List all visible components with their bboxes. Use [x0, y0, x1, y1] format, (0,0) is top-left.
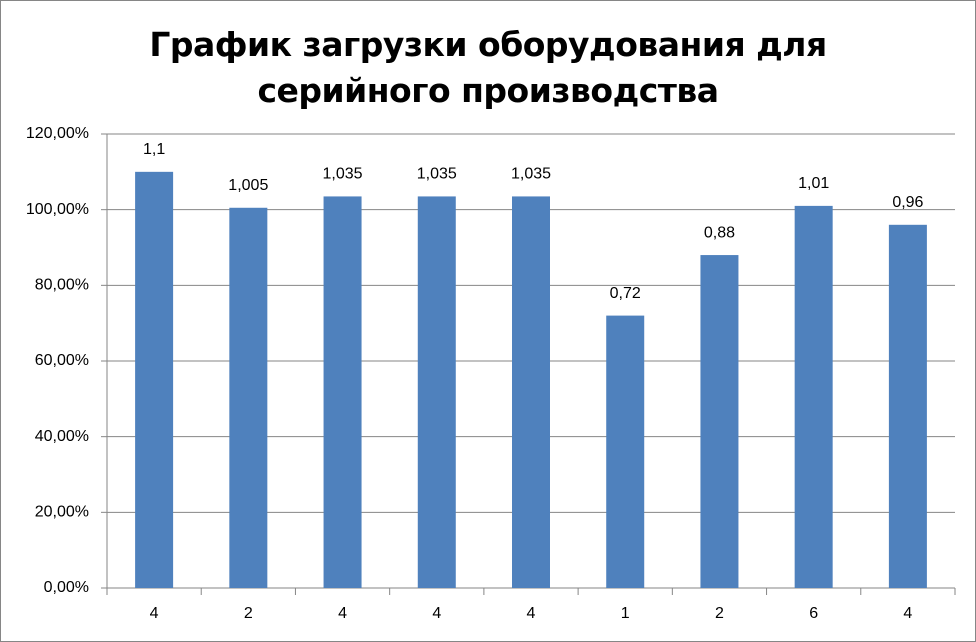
data-label: 1,035: [511, 166, 551, 183]
x-tick-label: 4: [903, 605, 912, 622]
data-label: 0,88: [704, 224, 735, 241]
bar: [323, 196, 362, 589]
bar: [135, 171, 174, 589]
x-tick-label: 4: [527, 605, 536, 622]
y-tick-label: 100,00%: [26, 201, 89, 218]
y-tick-label: 0,00%: [44, 579, 89, 596]
x-tick-label: 2: [244, 605, 253, 622]
bar: [700, 255, 739, 589]
bar: [606, 315, 645, 588]
data-label: 1,035: [417, 166, 457, 183]
bar: [417, 196, 456, 589]
chart-title: График загрузки оборудования для серийно…: [149, 25, 827, 110]
y-tick-label: 120,00%: [26, 125, 89, 142]
y-tick-label: 80,00%: [35, 277, 89, 294]
bar: [512, 196, 550, 589]
x-tick-label: 1: [621, 605, 630, 622]
data-label: 1,1: [143, 141, 165, 158]
x-tick-label: 4: [338, 605, 347, 622]
x-tick-label: 4: [150, 605, 159, 622]
x-tick-label: 2: [715, 605, 724, 622]
data-label: 0,96: [892, 194, 923, 211]
y-tick-label: 60,00%: [35, 352, 89, 369]
data-label: 1,005: [228, 177, 268, 194]
y-tick-label: 40,00%: [35, 428, 89, 445]
bar: [229, 207, 268, 588]
data-label: 1,01: [798, 175, 829, 192]
data-label: 0,72: [610, 285, 641, 302]
x-tick-label: 6: [809, 605, 818, 622]
y-tick-label: 20,00%: [35, 504, 89, 521]
data-label: 1,035: [323, 166, 363, 183]
bar: [794, 205, 833, 588]
x-tick-label: 4: [432, 605, 441, 622]
bar: [888, 224, 927, 589]
